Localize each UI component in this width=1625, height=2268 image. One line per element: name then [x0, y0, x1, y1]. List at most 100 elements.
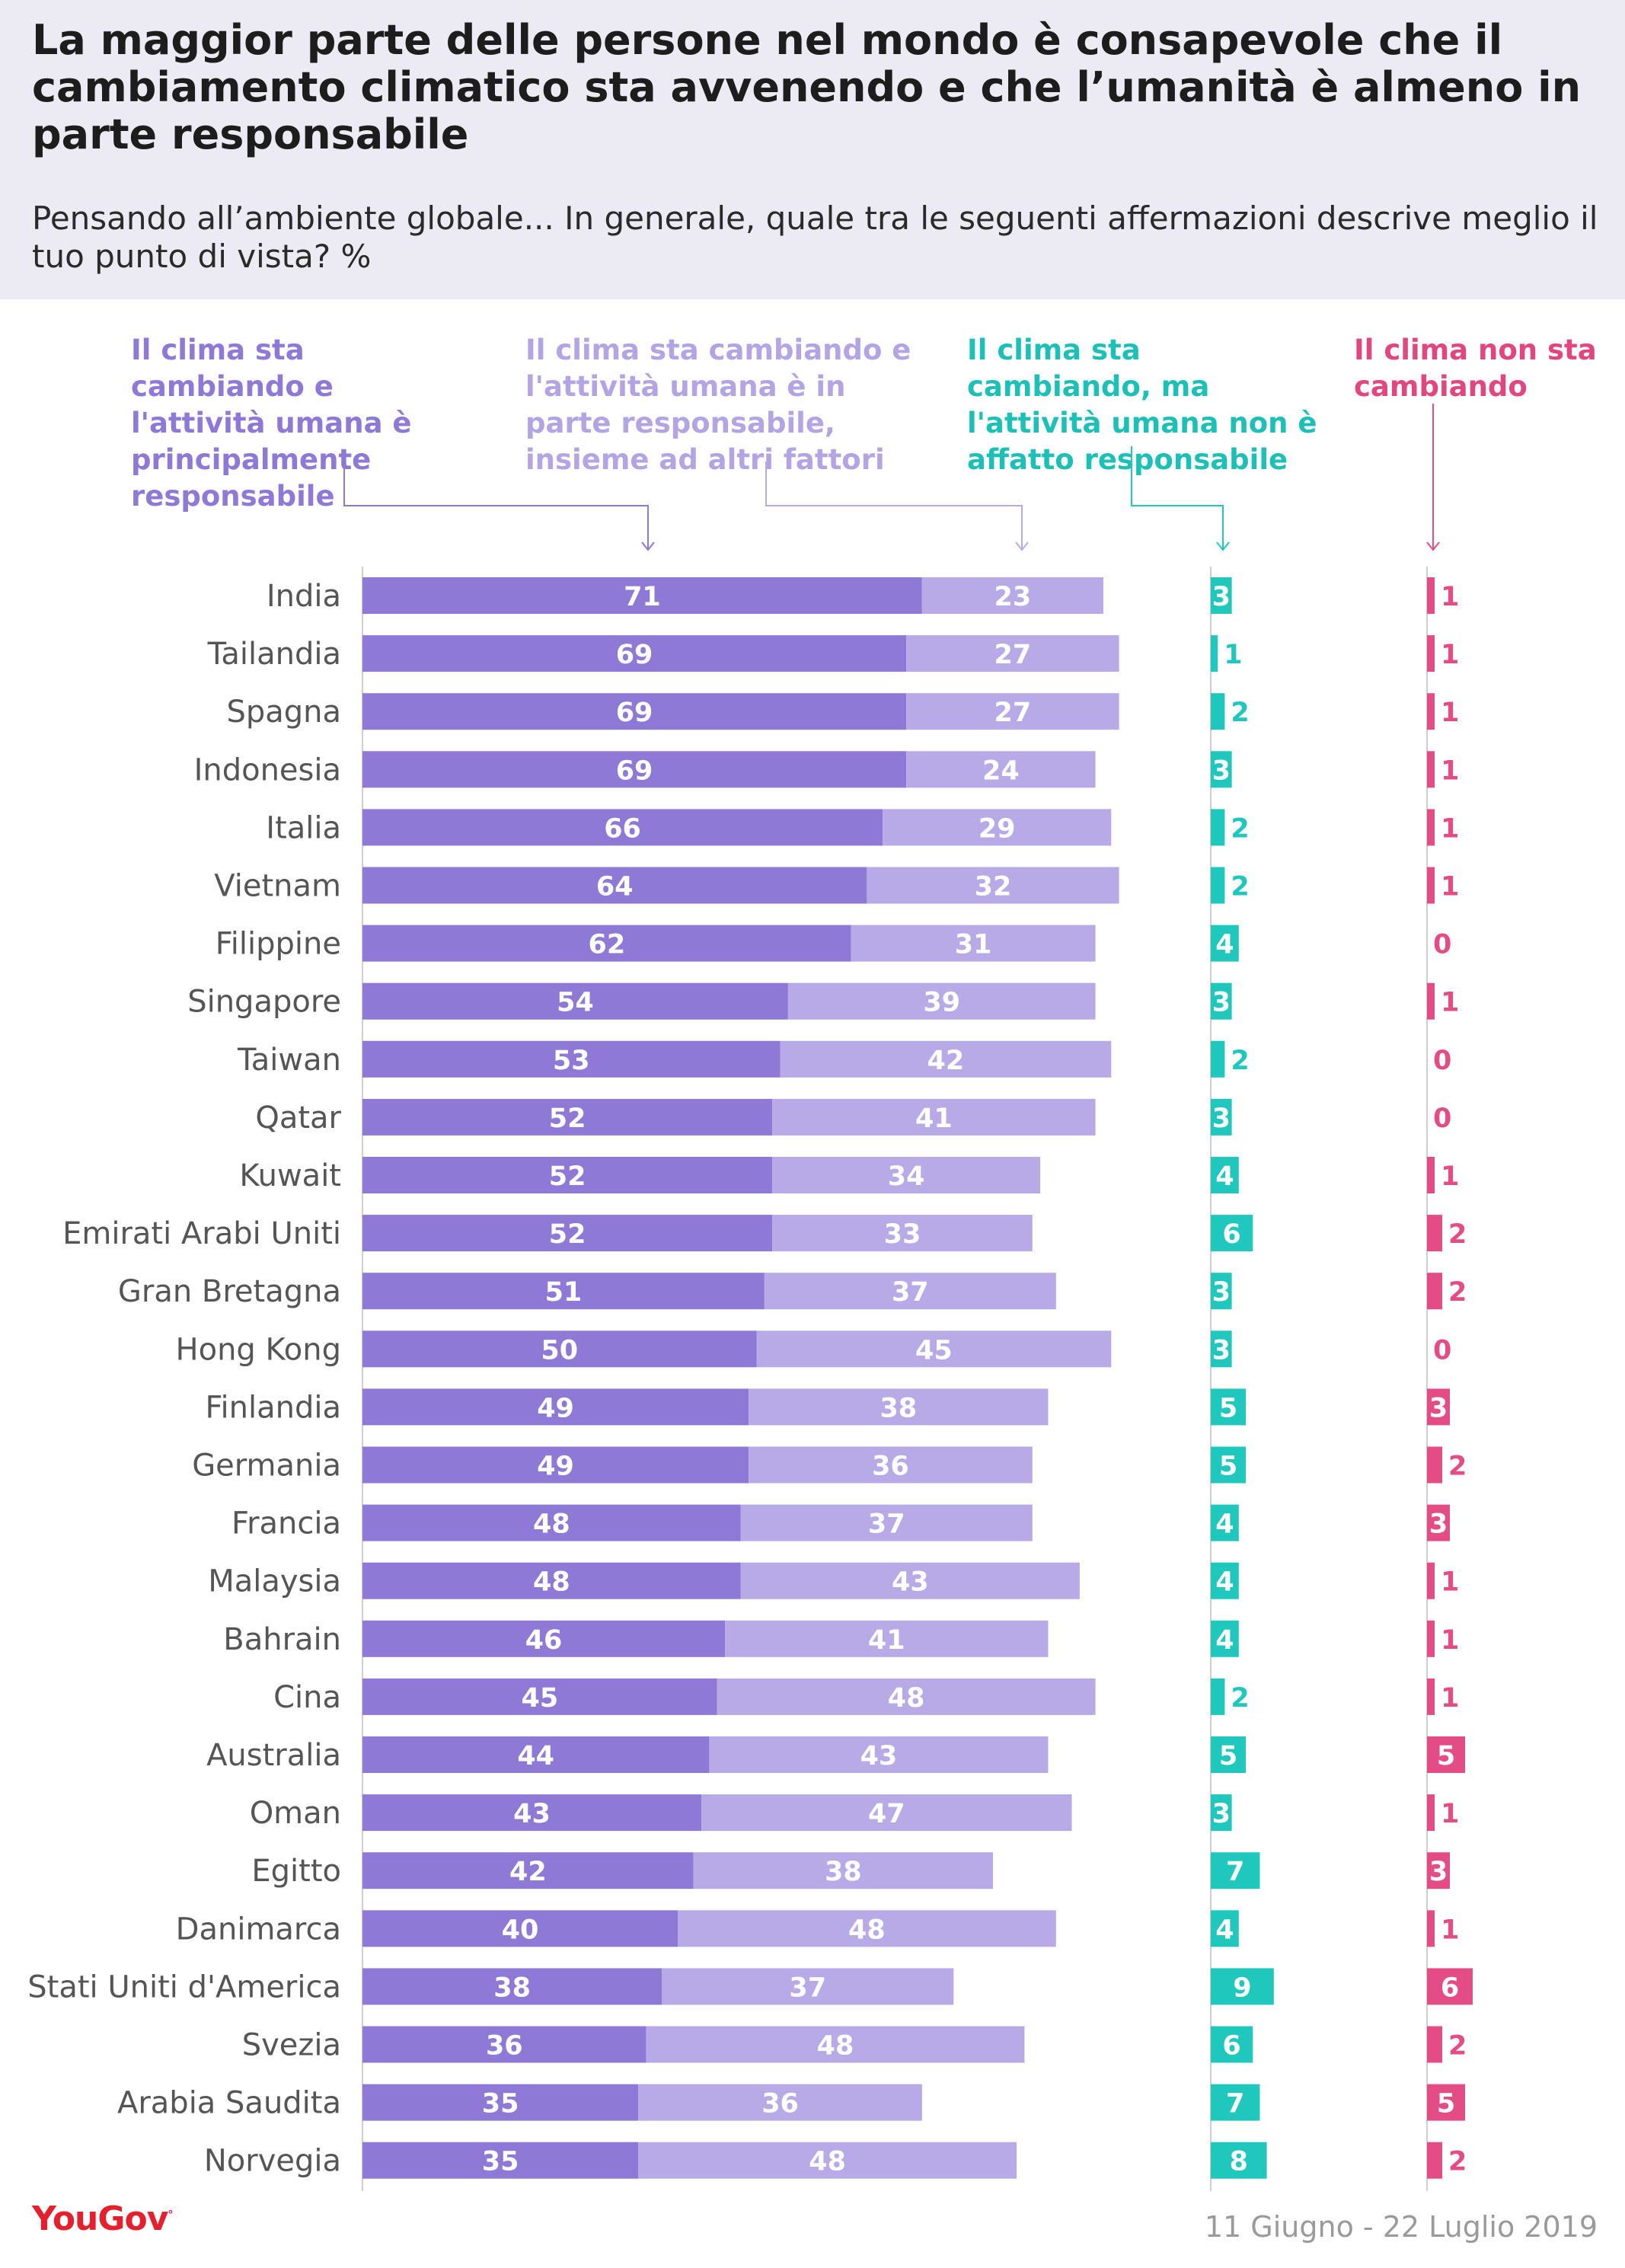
chart-row: Egitto 42 38 7 3: [251, 1852, 1450, 1889]
legend-main-responsible: Il clima sta cambiando e l'attività uman…: [131, 334, 412, 513]
data-label-main: 49: [537, 1393, 574, 1423]
data-label-main: 48: [533, 1509, 570, 1540]
data-label-not-responsible: 4: [1215, 1161, 1234, 1192]
connector-part: [765, 462, 1023, 550]
data-label-main: 69: [616, 755, 653, 786]
data-label-part: 41: [868, 1625, 905, 1656]
bar-not-changing: [1427, 577, 1435, 614]
bar-part-responsible: [921, 577, 1103, 614]
data-label-not-responsible: 2: [1231, 813, 1249, 844]
data-label-not-changing: 1: [1441, 640, 1459, 670]
chart-row: Svezia 36 48 6 2: [242, 2026, 1467, 2063]
data-label-main: 53: [553, 1046, 590, 1076]
connector-not-changing-arrow: [1426, 541, 1440, 551]
bar-not-changing: [1427, 1852, 1450, 1889]
bar-not-changing: [1427, 2084, 1465, 2121]
data-label-not-changing: 3: [1429, 1509, 1448, 1540]
country-label: Malaysia: [208, 1564, 341, 1599]
bar-main-responsible: [362, 867, 867, 904]
data-label-part: 31: [955, 930, 992, 960]
data-label-part: 27: [994, 640, 1032, 670]
data-label-not-responsible: 2: [1231, 698, 1249, 728]
bar-not-responsible: [1211, 1620, 1239, 1657]
legend-not-responsible: Il clima sta cambiando, ma l'attività um…: [967, 334, 1317, 476]
data-label-part: 48: [817, 2031, 854, 2062]
data-label-part: 47: [868, 1799, 905, 1829]
bar-not-responsible: [1211, 751, 1232, 788]
data-label-part: 39: [923, 988, 960, 1018]
bar-part-responsible: [693, 1852, 993, 1889]
data-label-not-changing: 1: [1441, 872, 1459, 902]
bar-main-responsible: [362, 1446, 749, 1484]
data-label-main: 52: [549, 1219, 586, 1250]
data-label-part: 29: [979, 813, 1016, 844]
bar-main-responsible: [362, 1098, 773, 1136]
bar-not-changing: [1427, 1562, 1435, 1599]
country-label: Norvegia: [204, 2144, 341, 2179]
chart-row: Vietnam 64 32 2 1: [214, 867, 1459, 904]
bar-part-responsible: [780, 1040, 1112, 1078]
data-label-part: 36: [761, 2089, 799, 2119]
bar-not-responsible: [1211, 1098, 1232, 1136]
data-label-not-changing: 3: [1429, 1857, 1448, 1887]
data-label-not-changing: 6: [1441, 1973, 1459, 2003]
data-label-not-changing: 0: [1433, 1104, 1451, 1134]
data-label-not-responsible: 6: [1222, 2031, 1240, 2062]
country-label: Danimarca: [176, 1912, 341, 1947]
data-label-not-changing: 1: [1441, 1799, 1459, 1829]
country-label: Finlandia: [205, 1390, 341, 1425]
country-label: Italia: [266, 810, 341, 845]
bar-not-responsible: [1211, 693, 1225, 730]
chart-row: Malaysia 48 43 4 1: [208, 1562, 1459, 1599]
data-label-not-responsible: 2: [1231, 872, 1249, 902]
yougov-logo: YouGov°: [32, 2199, 173, 2238]
data-label-not-changing: 5: [1437, 1741, 1455, 1771]
bar-not-responsible: [1211, 982, 1232, 1020]
chart-row: Indonesia 69 24 3 1: [194, 751, 1459, 788]
data-label-part: 48: [848, 1915, 886, 1945]
bar-not-responsible: [1211, 1504, 1239, 1541]
data-label-not-changing: 0: [1433, 930, 1451, 960]
bar-main-responsible: [362, 1562, 741, 1599]
bar-main-responsible: [362, 635, 907, 672]
data-label-not-responsible: 4: [1215, 1915, 1234, 1945]
bar-main-responsible: [362, 2142, 639, 2179]
bar-part-responsible: [787, 982, 1096, 1020]
data-label-main: 50: [541, 1335, 578, 1366]
bar-main-responsible: [362, 2026, 646, 2063]
legend-part-responsible: Il clima sta cambiando e l'attività uman…: [525, 334, 911, 476]
data-label-not-responsible: 1: [1224, 640, 1242, 670]
country-label: Filippine: [215, 927, 341, 962]
bar-main-responsible: [362, 1215, 773, 1252]
data-label-not-changing: 2: [1448, 2031, 1467, 2062]
bar-main-responsible: [362, 1968, 662, 2005]
chart-row: Qatar 52 41 3 0: [255, 1098, 1451, 1136]
data-label-not-changing: 1: [1441, 582, 1459, 612]
bar-part-responsible: [772, 1157, 1041, 1193]
bar-not-responsible: [1211, 1330, 1232, 1368]
data-label-not-changing: 1: [1441, 988, 1459, 1018]
bar-part-responsible: [717, 1678, 1096, 1715]
bar-part-responsible: [851, 925, 1096, 962]
bar-not-responsible: [1211, 867, 1225, 904]
country-label: Francia: [231, 1506, 341, 1541]
chart-row: Danimarca 40 48 4 1: [176, 1910, 1459, 1947]
chart-row: Kuwait 52 34 4 1: [239, 1157, 1459, 1193]
data-label-not-responsible: 4: [1215, 1625, 1234, 1656]
bar-not-changing: [1427, 1736, 1465, 1773]
data-label-not-changing: 1: [1441, 1161, 1459, 1192]
chart-row: Gran Bretagna 51 37 3 2: [118, 1273, 1467, 1310]
data-label-part: 43: [892, 1567, 929, 1598]
data-label-not-responsible: 2: [1231, 1046, 1249, 1076]
bar-not-changing: [1427, 1794, 1435, 1832]
country-label: Svezia: [242, 2028, 341, 2063]
bar-not-responsible: [1211, 577, 1232, 614]
country-label: India: [267, 579, 341, 614]
data-label-part: 27: [994, 698, 1032, 728]
data-label-not-changing: 1: [1441, 813, 1459, 844]
chart-row: Oman 43 47 3 1: [250, 1794, 1459, 1832]
bar-not-changing: [1427, 2142, 1442, 2179]
bar-main-responsible: [362, 1910, 678, 1947]
bar-not-responsible: [1211, 925, 1239, 962]
bar-part-responsible: [772, 1215, 1033, 1252]
